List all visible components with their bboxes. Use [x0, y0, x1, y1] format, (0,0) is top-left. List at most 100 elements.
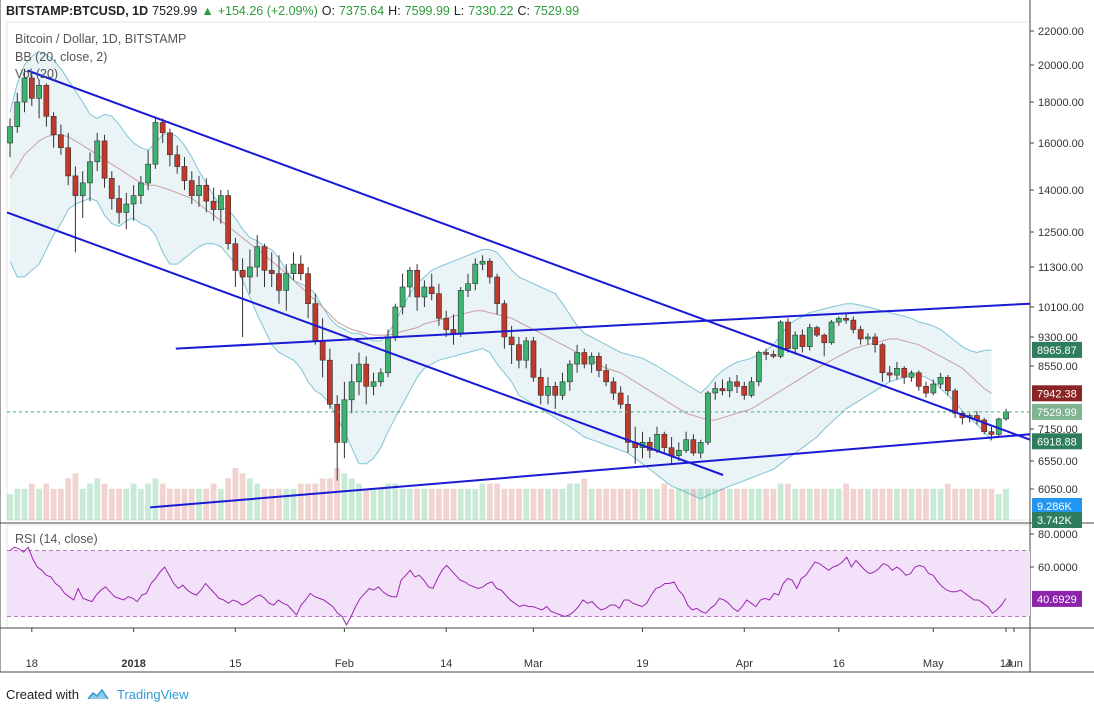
volume-bar: [566, 483, 573, 520]
price-badge: 7529.99: [1037, 407, 1077, 419]
price-tick-label: 14000.00: [1038, 185, 1084, 197]
candle-body: [203, 185, 210, 202]
candle-body: [588, 355, 595, 365]
candle-body: [872, 336, 878, 345]
bb-lower-line: [9, 197, 992, 500]
candle-body: [385, 336, 391, 374]
up-arrow-icon: ▲: [201, 4, 214, 18]
candle-body: [130, 195, 137, 205]
candle-body: [508, 336, 515, 345]
candle-body: [675, 449, 682, 456]
volume-bar: [668, 488, 675, 520]
price-tick-label: 16000.00: [1038, 138, 1084, 150]
candle-body: [465, 283, 471, 291]
vol-legend[interactable]: Vol (20): [15, 67, 59, 81]
volume-bar: [21, 488, 28, 520]
candle-body: [785, 321, 791, 349]
candle-body: [28, 77, 35, 99]
rsi-legend[interactable]: RSI (14, close): [15, 532, 98, 546]
volume-bar: [923, 488, 929, 520]
volume-bar: [152, 478, 159, 520]
candle-body: [450, 329, 457, 334]
volume-bar: [457, 488, 464, 520]
volume-bar: [232, 468, 239, 520]
price-badge-bg: [1032, 433, 1082, 450]
candle-body: [741, 385, 748, 396]
candle-body: [610, 381, 617, 394]
candle-body: [406, 269, 413, 288]
candle-body: [443, 317, 450, 330]
chart-title[interactable]: Bitcoin / Dollar, 1D, BITSTAMP: [15, 32, 187, 46]
candle-body: [428, 286, 435, 294]
volume-bar: [159, 483, 166, 520]
candle-body: [21, 77, 28, 103]
volume-bar: [327, 478, 333, 520]
candle-body: [50, 116, 57, 136]
axis-layer: 22000.00 20000.00 18000.00 16000.00 14000.00…: [26, 26, 1084, 670]
candle-body: [937, 376, 944, 385]
volume-bar: [545, 488, 551, 520]
candle-body: [101, 140, 108, 179]
volume-bar: [268, 488, 275, 520]
candle-body: [545, 385, 551, 396]
symbol-label[interactable]: BITSTAMP:BTCUSD, 1D: [6, 4, 149, 18]
volume-bar: [14, 488, 21, 520]
rsi-line: [9, 546, 1007, 626]
volume-bar: [145, 483, 151, 520]
candle-body: [574, 352, 580, 365]
volume-bar: [334, 468, 340, 520]
bb-legend[interactable]: BB (20, close, 2): [15, 50, 108, 64]
candle-body: [654, 433, 660, 451]
candle-body: [196, 185, 202, 196]
volume-bar: [988, 488, 995, 520]
volume-bar: [450, 488, 457, 520]
candle-body: [552, 385, 559, 396]
candle-body: [894, 367, 900, 376]
volume-bar: [806, 488, 813, 520]
rsi-band-fill: [7, 550, 1030, 617]
badge-layer: 8965.87 7942.38 7529.99 6918.88 9.286K 3.742K…: [1032, 341, 1082, 607]
volume-bar: [283, 488, 290, 520]
candle-body: [261, 246, 268, 271]
volume-bar: [872, 488, 878, 520]
candle-body: [108, 178, 115, 199]
tradingview-logo-icon[interactable]: [87, 688, 109, 702]
volume-bar: [828, 488, 835, 520]
volume-bar: [494, 483, 500, 520]
volume-bar: [319, 478, 326, 520]
candle-body: [537, 376, 544, 396]
time-tick-label: 14: [440, 658, 452, 670]
candle-body: [908, 372, 915, 378]
volume-bar: [508, 488, 515, 520]
candle-body: [988, 431, 995, 435]
price-tick-label: 11300.00: [1038, 262, 1083, 274]
volume-bar: [363, 488, 370, 520]
volume-bar: [530, 488, 537, 520]
volume-bar: [719, 488, 726, 520]
candle-body: [225, 195, 232, 245]
bb-middle-line: [9, 134, 992, 421]
volume-bar: [799, 488, 806, 520]
candle-body: [697, 441, 704, 454]
candle-body: [283, 273, 290, 291]
candle-body: [87, 161, 93, 184]
volume-bar: [297, 483, 304, 520]
candle-body: [915, 372, 922, 387]
volume-bar: [58, 488, 64, 520]
volume-bar: [974, 488, 980, 520]
candle-body: [523, 340, 529, 361]
volume-bar: [348, 478, 355, 520]
candle-body: [770, 354, 777, 357]
volume-bar: [392, 483, 399, 520]
volume-bar: [865, 488, 871, 520]
rsi-tick-label: 60.0000: [1038, 562, 1078, 574]
volume-bar: [930, 488, 937, 520]
tradingview-link[interactable]: TradingView: [116, 687, 189, 702]
candle-body: [821, 334, 828, 344]
candle-body: [479, 260, 486, 265]
candle-body: [305, 273, 311, 305]
candle-body: [319, 340, 326, 361]
candle-body: [436, 293, 442, 319]
volume-bar: [683, 488, 689, 520]
candle-body: [138, 182, 144, 196]
